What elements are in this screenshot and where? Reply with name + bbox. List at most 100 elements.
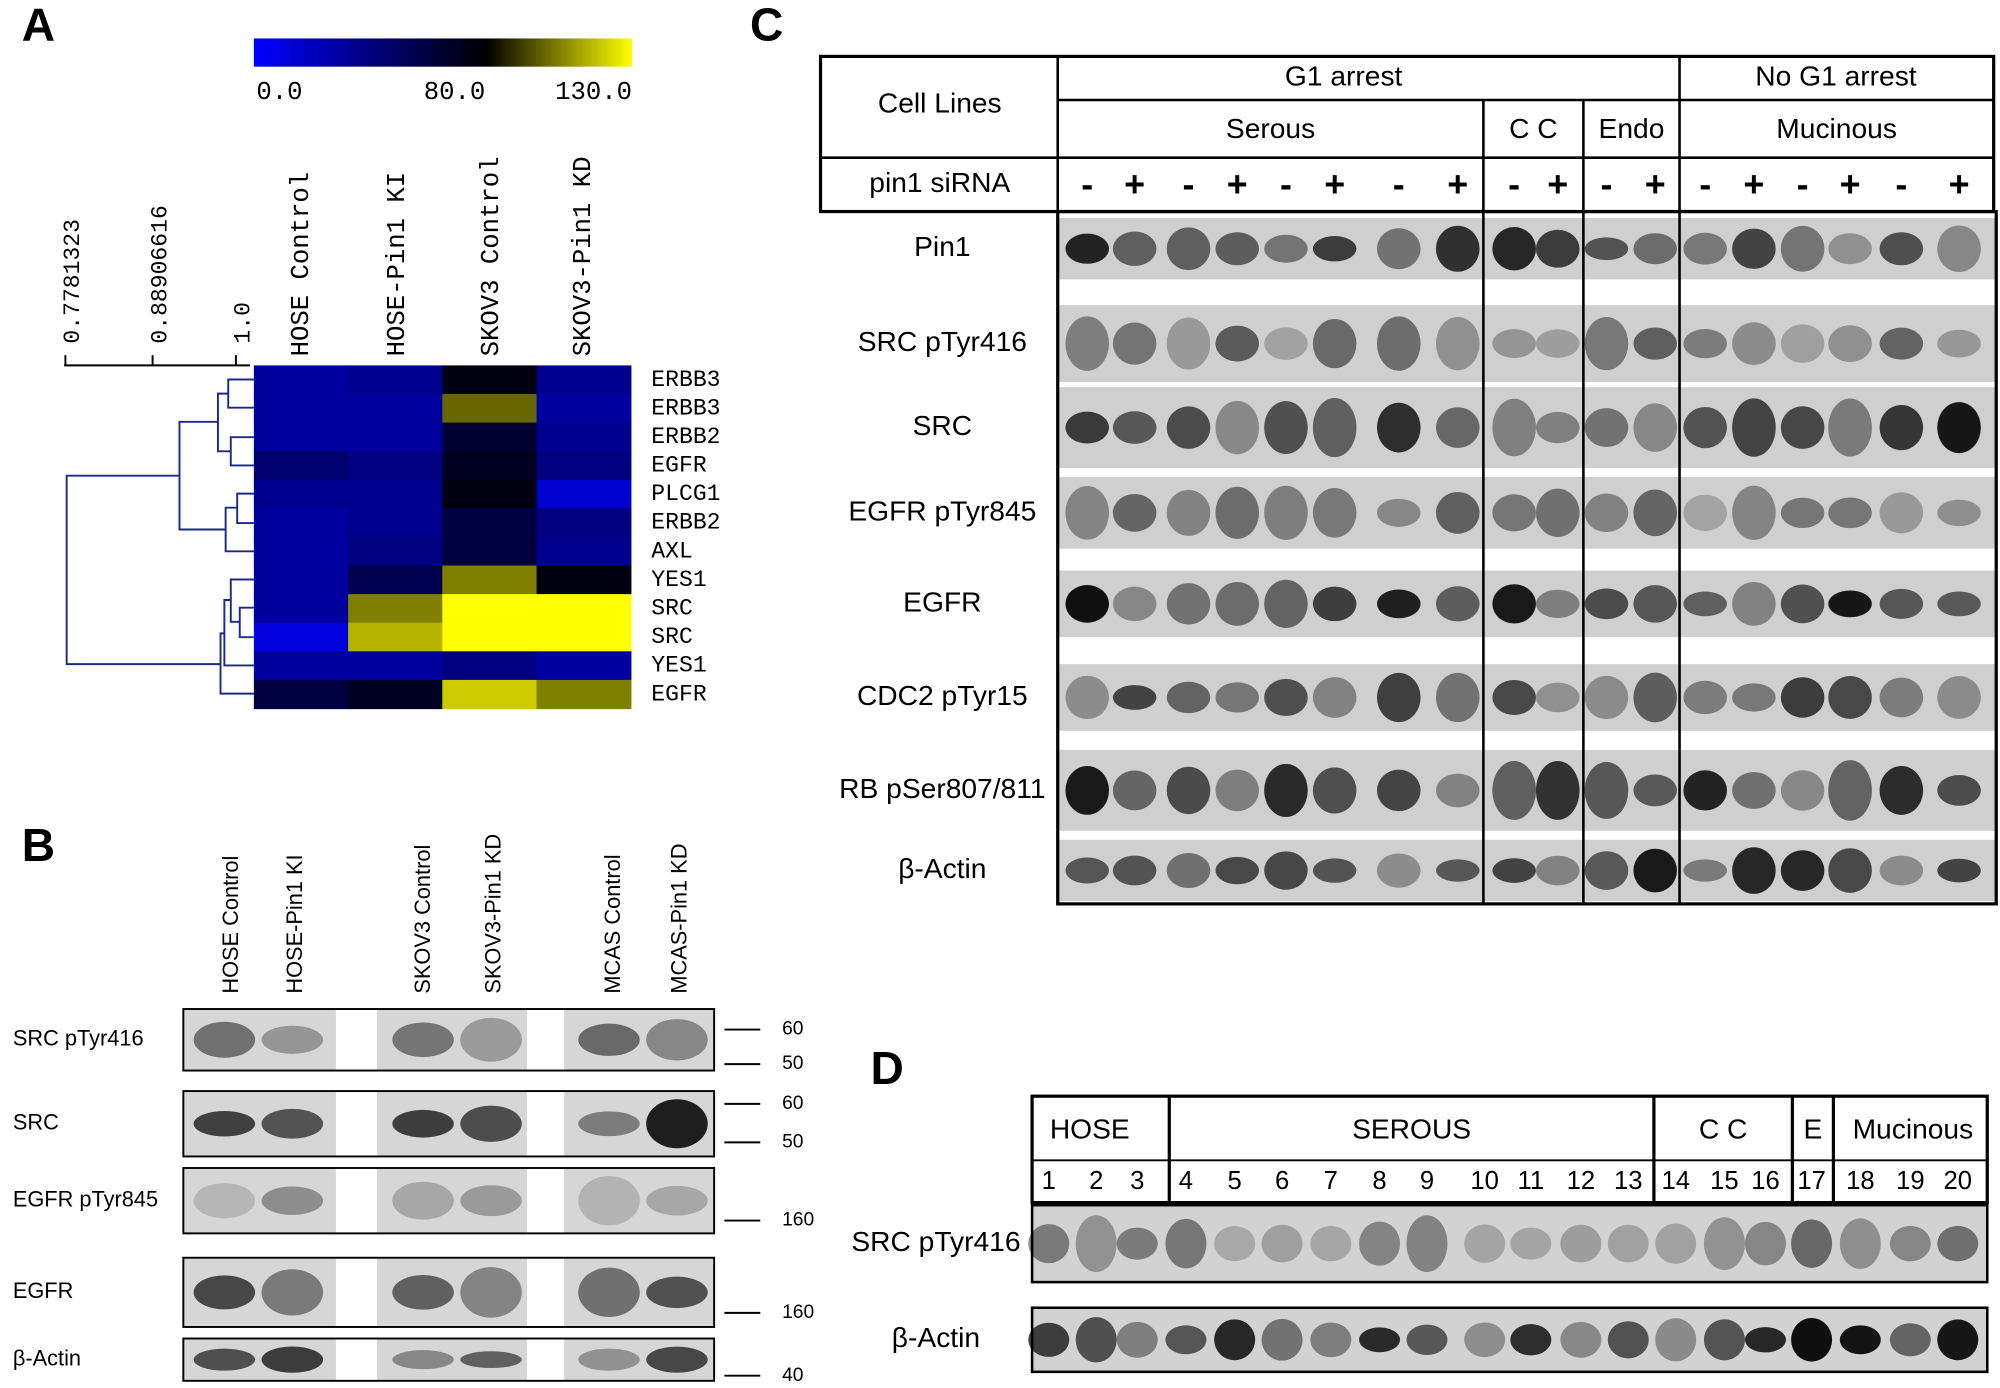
blot-row-label: SRC [913, 409, 973, 441]
lane-number: 9 [1420, 1167, 1434, 1195]
blot-band [646, 1019, 708, 1061]
heatmap-row-label: EGFR [651, 453, 707, 479]
marker-label: 160 [782, 1210, 814, 1231]
lane-gap [526, 1167, 565, 1234]
blot-band [1065, 675, 1110, 720]
blot-band [1435, 672, 1480, 723]
blot-band [1937, 499, 1981, 527]
blot-band [1703, 1217, 1745, 1271]
lane-number: 1 [1042, 1167, 1056, 1195]
blot [1057, 387, 1997, 468]
blot-band [1828, 760, 1872, 821]
blot-band [1584, 675, 1629, 720]
blot-band [646, 1346, 708, 1373]
heatmap-cell [253, 365, 349, 395]
lane-sign: + [1124, 165, 1145, 205]
blot-band [1879, 492, 1924, 534]
colorbar [253, 38, 633, 67]
lane-number: 20 [1944, 1167, 1973, 1195]
blot-band [1165, 1218, 1207, 1269]
blot-band [1732, 398, 1776, 457]
blot-band [1112, 770, 1157, 811]
blot-band [1166, 583, 1211, 625]
heatmap-cell [348, 679, 443, 710]
blot-band [392, 1109, 454, 1138]
heatmap-cell [348, 651, 443, 681]
heatmap-cell [536, 651, 632, 681]
subgroup-label: Serous [1226, 112, 1315, 144]
blot-band [1264, 678, 1308, 717]
blot-band [1376, 402, 1421, 453]
blot-band [1376, 316, 1421, 371]
blot-band [1584, 316, 1629, 371]
blot-band [1166, 317, 1211, 370]
panel-label: B [22, 819, 55, 871]
blot-band [1406, 1215, 1448, 1272]
heatmap-cell [536, 393, 632, 424]
blot-band [1828, 590, 1872, 618]
blot-band [1828, 848, 1872, 893]
blot-row-label: SRC pTyr416 [858, 325, 1027, 357]
blot-band [1879, 855, 1924, 886]
blot-band [1492, 679, 1536, 715]
blot-band [1607, 1321, 1649, 1359]
blot-band [1683, 770, 1727, 811]
blot-band [1633, 403, 1677, 452]
heatmap-cell [442, 536, 538, 567]
blot-band [1166, 406, 1211, 449]
blot-band [1310, 1225, 1352, 1262]
blot-band [1435, 586, 1480, 622]
blot-band [1889, 1323, 1931, 1357]
heatmap-cell [442, 508, 538, 538]
dendrogram-branch [65, 474, 221, 666]
group-label: HOSE [1050, 1112, 1130, 1144]
heatmap-cell [442, 622, 538, 652]
heatmap-cell [536, 365, 632, 395]
blot-band [578, 1267, 640, 1318]
blot-band [1633, 774, 1677, 807]
lane-sign: - [1508, 165, 1520, 205]
blot-row-label: SRC pTyr416 [851, 1225, 1020, 1257]
blot-band [1312, 858, 1357, 883]
blot-band [1166, 489, 1211, 536]
blot-frame [182, 1090, 716, 1158]
blot-band [1607, 1224, 1649, 1263]
blot-band [1780, 584, 1825, 624]
blot-band [1112, 685, 1157, 710]
heatmap-cell [253, 565, 349, 595]
heatmap-cell [348, 622, 443, 652]
dendrogram-branch [227, 378, 254, 409]
blot-band [1264, 579, 1308, 628]
blot-band [460, 1017, 522, 1062]
figure-content: A 0.0 80.0 130.0 HOSE Control HOSE-Pin1 KI SKO… [13, 0, 1998, 1386]
blot-band [1492, 584, 1536, 624]
lane-number: 3 [1130, 1167, 1144, 1195]
blot-band [1406, 1324, 1448, 1355]
blot-band [1633, 672, 1677, 723]
heatmap-column-label: HOSE Control [287, 172, 316, 357]
blot-band [1937, 676, 1981, 719]
heatmap-row-label: EGFR [651, 681, 707, 707]
blot-band [1879, 404, 1924, 451]
lane-number: 6 [1275, 1167, 1289, 1195]
blot-band [1464, 1224, 1506, 1263]
blot-band [1879, 327, 1924, 360]
blot-band [1264, 234, 1308, 263]
marker-label: 50 [782, 1131, 803, 1152]
blot-band [1633, 233, 1677, 265]
colorbar-tick-label: 130.0 [555, 78, 632, 107]
heatmap-row-label: YES1 [651, 567, 706, 593]
blot-band [1435, 859, 1480, 882]
blot-band [1312, 677, 1357, 718]
blot-band [392, 1181, 454, 1220]
blot-band [460, 1267, 522, 1318]
blot-band [1075, 1317, 1117, 1363]
blot-band [1215, 325, 1260, 362]
blot-band [1065, 233, 1110, 264]
colorbar-tick-label: 0.0 [256, 78, 302, 107]
blot-row-label: EGFR [903, 585, 981, 617]
marker-label: 60 [782, 1019, 803, 1040]
lane-number: 4 [1179, 1167, 1193, 1195]
blot-frame [182, 1337, 716, 1382]
